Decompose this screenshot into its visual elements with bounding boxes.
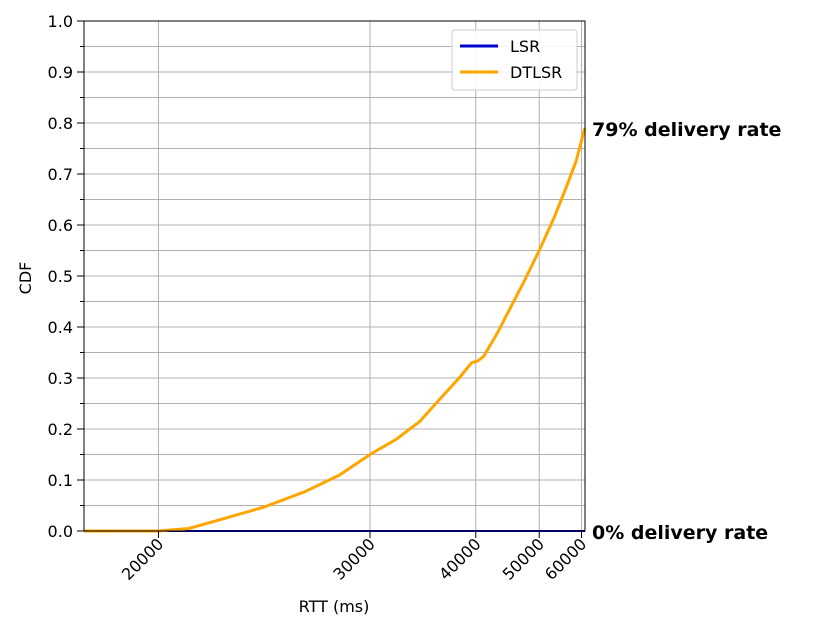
axes	[77, 20, 586, 538]
x-tick-label: 30000	[329, 534, 378, 583]
delivery-rate-annotation: 79% delivery rate	[592, 119, 781, 141]
x-tick-label: 60000	[541, 534, 590, 583]
legend-label-dtlsr: DTLSR	[510, 63, 562, 82]
series-lines	[84, 127, 587, 533]
legend: LSR DTLSR	[451, 29, 578, 91]
grid	[84, 20, 585, 532]
series-line-dtlsr	[84, 127, 587, 533]
y-tick-label: 0.9	[48, 63, 73, 82]
x-tick-label: 50000	[499, 534, 548, 583]
annotations: 79% delivery rate 0% delivery rate	[592, 119, 781, 544]
delivery-rate-annotation: 0% delivery rate	[592, 522, 768, 544]
x-axis-label: RTT (ms)	[299, 597, 370, 616]
x-tick-label: 20000	[118, 534, 167, 583]
y-tick-label: 0.3	[48, 369, 73, 388]
y-tick-label: 0.5	[48, 267, 73, 286]
legend-label-lsr: LSR	[510, 37, 540, 56]
y-tick-label: 0.0	[48, 522, 73, 541]
y-tick-label: 0.4	[48, 318, 73, 337]
y-tick-label: 0.7	[48, 165, 73, 184]
x-tick-label: 40000	[435, 534, 484, 583]
y-tick-label: 0.2	[48, 420, 73, 439]
y-tick-label: 1.0	[48, 12, 73, 31]
y-tick-label: 0.1	[48, 471, 73, 490]
y-tick-label: 0.6	[48, 216, 73, 235]
y-tick-label: 0.8	[48, 114, 73, 133]
y-axis-label: CDF	[16, 262, 35, 295]
